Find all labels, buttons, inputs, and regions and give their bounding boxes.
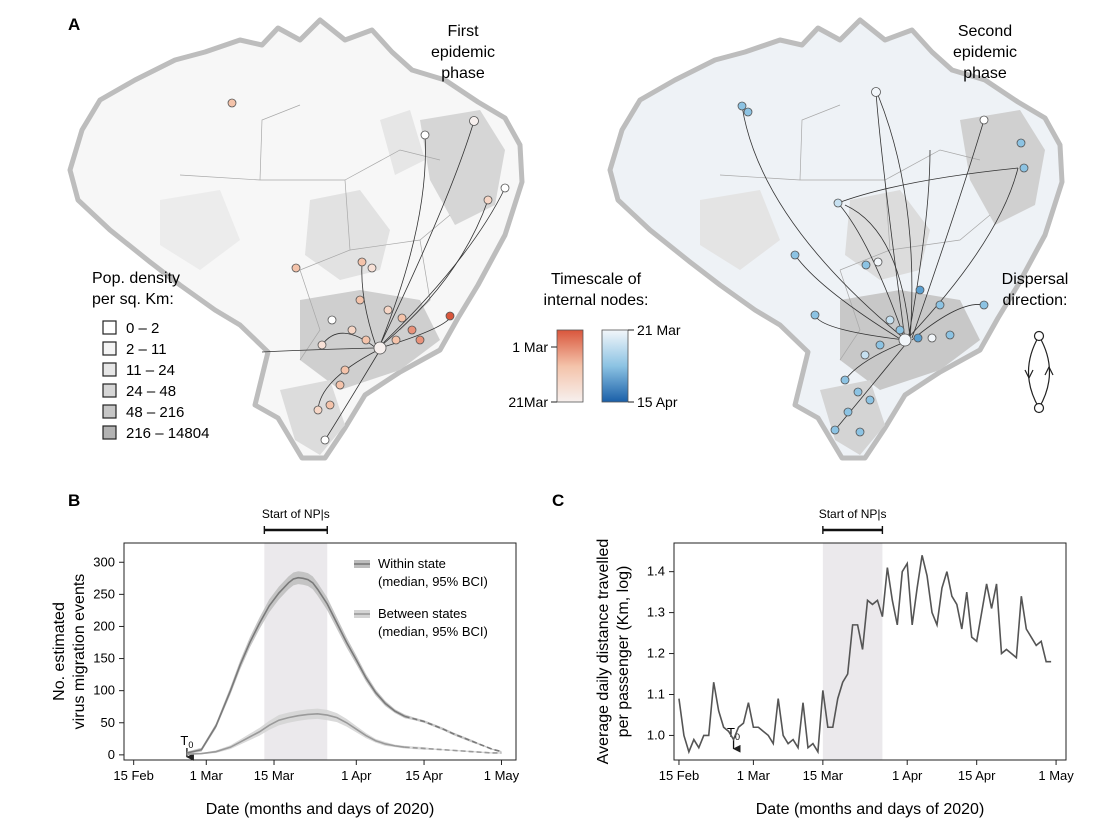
x-tick-label: 15 Mar [254,768,295,783]
density-legend-title-1: Pop. density [92,270,180,287]
npi-label: Start of NP|s [819,507,887,521]
density-legend-title-2: per sq. Km: [92,291,174,308]
x-tick-label: 15 Apr [405,768,443,783]
y-axis-label: Average daily distance travelled per pass… [595,539,632,765]
series-band-1 [186,708,502,755]
density-label-1: 2 – 11 [126,341,167,358]
y-tick-label: 0 [108,747,115,762]
density-label-2: 11 – 24 [126,362,175,379]
dispersal-arc-right [1038,335,1050,409]
x-tick-label: 1 Mar [190,768,224,783]
map-left-title-line-3: phase [441,65,485,82]
x-tick-label: 15 Mar [803,768,844,783]
map-left-title-line-1: First [447,23,479,40]
x-tick-label: 15 Feb [113,768,153,783]
density-label-4: 48 – 216 [126,404,184,421]
y-axis-label: No. estimated virus migration events [51,574,88,730]
x-tick-label: 15 Apr [958,768,996,783]
x-tick-label: 1 Apr [341,768,372,783]
dispersal-node-top [1033,330,1045,342]
density-swatch-4 [102,404,117,419]
chart-b: Start of NP|s 15 Feb 1 Mar 15 Mar 1 Apr 15 Ap… [51,507,520,818]
series-line-0 [678,555,1052,755]
y-tick-label: 1.1 [647,686,665,701]
x-axis-label: Date (months and days of 2020) [206,801,435,818]
series-band-0 [186,571,502,755]
dispersal-legend: Dispersal direction: [1002,271,1069,414]
y-tick-label: 1.4 [647,564,665,579]
timescale-title-2: internal nodes: [544,292,649,309]
dispersal-title-1: Dispersal [1002,271,1069,288]
series-line-dashed-1 [404,746,502,754]
timescale-title-1: Timescale of [551,271,642,288]
timescale-blue-gradient [601,329,629,403]
chart-c: Start of NP|s 15 Feb 1 Mar 15 Mar 1 Apr 15 Ap… [595,507,1074,818]
legend-name-1: Between states [378,606,467,621]
timescale-blue-top: 21 Mar [637,322,681,338]
timescale-legend: Timescale of internal nodes: 1 Mar 21Mar… [508,271,681,410]
map-right-title-line-3: phase [963,65,1007,82]
t0-label: T0 [180,733,193,750]
map-right-title-line-2: epidemic [953,44,1017,61]
series-line-dashed-0 [404,715,502,753]
timescale-blue-bottom: 15 Apr [637,394,678,410]
density-legend: Pop. density per sq. Km: 0 – 2 2 – 11 11 –… [92,270,209,442]
npi-label: Start of NP|s [262,507,330,521]
y-tick-label: 1.2 [647,646,665,661]
legend-name-0: Within state [378,556,446,571]
map-right-title: Second epidemic phase [953,23,1017,82]
series-line-0 [186,576,406,754]
y-tick-label: 150 [93,651,115,666]
map-left-title: First epidemic phase [431,23,495,82]
y-tick-label: 300 [93,554,115,569]
x-tick-label: 15 Feb [659,768,699,783]
brazil-map-right [607,17,1065,461]
density-label-0: 0 – 2 [126,320,159,337]
map-left-title-line-2: epidemic [431,44,495,61]
panel-label-a: A [68,15,80,34]
x-tick-label: 1 May [484,768,520,783]
timescale-red-bottom: 21Mar [508,394,548,410]
legend-note-0: (median, 95% BCI) [378,574,488,589]
dispersal-node-bottom [1033,402,1045,414]
x-tick-label: 1 May [1038,768,1074,783]
panel-label-c: C [552,491,564,510]
x-tick-label: 1 Apr [892,768,923,783]
arrow-down-icon [1024,369,1034,380]
y-tick-label: 1.0 [647,727,665,742]
dispersal-arc-left [1028,335,1040,409]
y-tick-label: 200 [93,618,115,633]
timescale-red-gradient [556,329,584,403]
y-tick-label: 100 [93,683,115,698]
dispersal-title-2: direction: [1003,292,1068,309]
series-line-1 [186,712,405,756]
panel-label-b: B [68,491,80,510]
timescale-red-top: 1 Mar [512,339,548,355]
plot-frame [673,542,1067,761]
density-swatch-0 [102,320,117,335]
density-swatch-3 [102,383,117,398]
x-tick-label: 1 Mar [737,768,771,783]
y-tick-label: 1.3 [647,605,665,620]
map-right-title-line-1: Second [958,23,1012,40]
y-tick-label: 250 [93,586,115,601]
density-swatch-1 [102,341,117,356]
arrow-up-icon [1044,365,1054,376]
density-label-3: 24 – 48 [126,383,176,400]
legend-note-1: (median, 95% BCI) [378,624,488,639]
density-label-5: 216 – 14804 [126,425,209,442]
y-tick-label: 50 [101,715,115,730]
brazil-map-left [67,17,525,461]
density-swatch-2 [102,362,117,377]
density-swatch-5 [102,425,117,440]
x-axis-label: Date (months and days of 2020) [756,801,985,818]
plot-frame [123,542,517,761]
